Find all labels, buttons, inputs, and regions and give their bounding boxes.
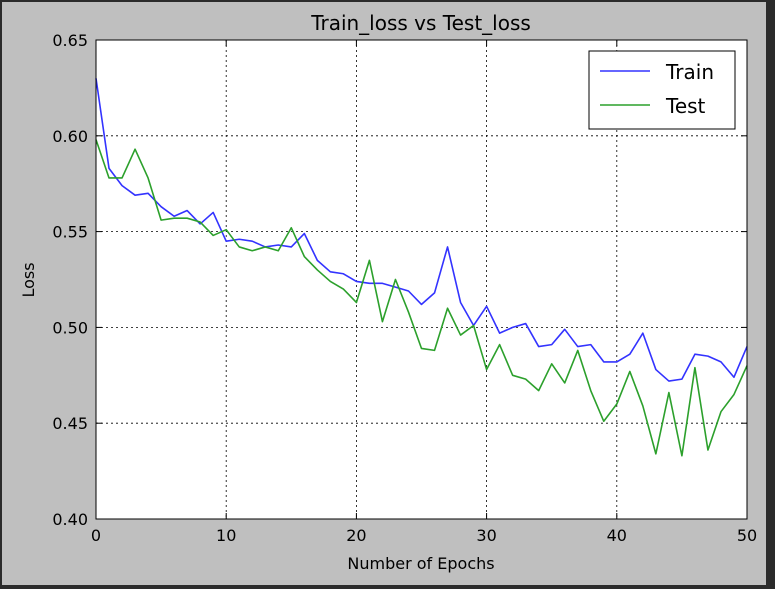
x-tick-label: 20 <box>346 526 366 545</box>
y-axis-label: Loss <box>19 262 38 297</box>
x-axis-label: Number of Epochs <box>347 554 494 573</box>
x-tick-label: 10 <box>216 526 236 545</box>
axis-ticks <box>95 39 748 520</box>
series-line-train <box>95 78 748 382</box>
grid-lines <box>96 40 747 519</box>
x-tick-label: 0 <box>91 526 101 545</box>
legend-label-test: Test <box>665 94 706 118</box>
x-tick-label: 40 <box>607 526 627 545</box>
y-tick-label: 0.50 <box>52 318 88 337</box>
y-tick-label: 0.40 <box>52 510 88 529</box>
x-tick-labels: 0 10 20 30 40 50 <box>91 526 757 545</box>
series-lines <box>95 78 748 457</box>
plot-frame <box>95 39 748 520</box>
y-tick-label: 0.45 <box>52 414 88 433</box>
series-line-test <box>95 139 748 457</box>
y-tick-label: 0.65 <box>52 31 88 50</box>
y-tick-label: 0.60 <box>52 127 88 146</box>
y-tick-label: 0.55 <box>52 223 88 242</box>
x-tick-label: 50 <box>737 526 757 545</box>
legend: Train Test <box>588 50 736 130</box>
chart-title: Train_loss vs Test_loss <box>310 11 531 35</box>
legend-box <box>588 50 736 130</box>
y-tick-labels: 0.40 0.45 0.50 0.55 0.60 0.65 <box>52 31 88 529</box>
legend-label-train: Train <box>665 60 714 84</box>
x-tick-label: 30 <box>476 526 496 545</box>
